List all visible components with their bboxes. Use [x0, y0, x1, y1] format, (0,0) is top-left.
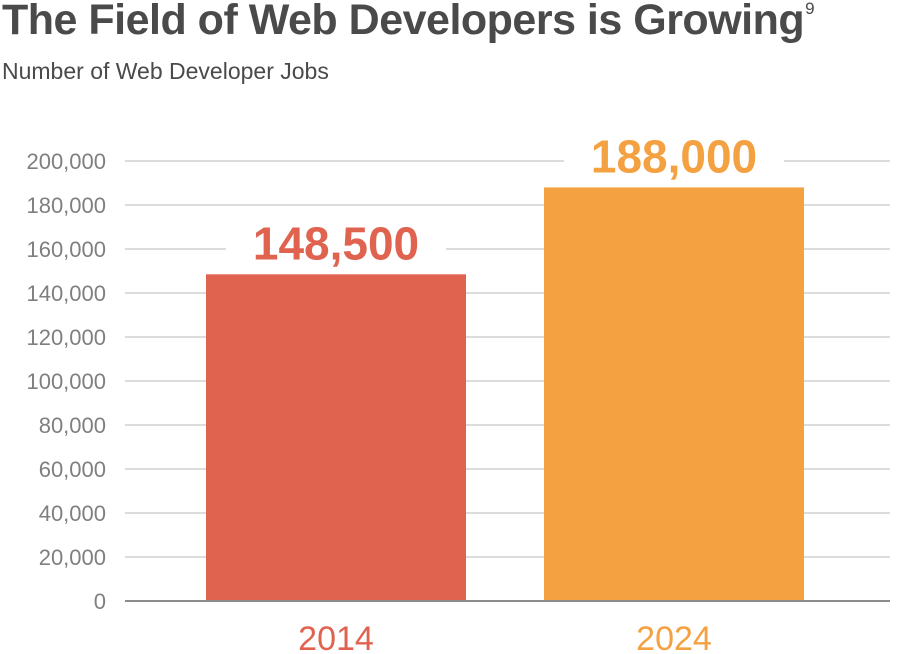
y-tick-label: 140,000: [26, 281, 106, 306]
bar-2024: [544, 187, 804, 601]
x-axis-categories: 2014 2024: [298, 620, 712, 654]
data-label-backdrop: [564, 121, 784, 180]
y-tick-label: 200,000: [26, 149, 106, 174]
x-category-2014: 2014: [298, 620, 374, 654]
y-axis-ticks: 0 20,000 40,000 60,000 80,000 100,000 120,000 1…: [26, 149, 106, 614]
chart-title-text: The Field of Web Developers is Growing: [2, 0, 805, 44]
data-label-2024: 188,000: [591, 130, 757, 182]
y-tick-label: 160,000: [26, 237, 106, 262]
y-tick-label: 120,000: [26, 325, 106, 350]
data-label-2014: 148,500: [253, 217, 419, 269]
chart-title: The Field of Web Developers is Growing9: [2, 0, 815, 45]
y-tick-label: 20,000: [39, 545, 106, 570]
y-tick-label: 0: [94, 589, 106, 614]
chart-subtitle: Number of Web Developer Jobs: [2, 58, 329, 84]
y-tick-label: 40,000: [39, 501, 106, 526]
y-tick-label: 80,000: [39, 413, 106, 438]
y-tick-label: 180,000: [26, 193, 106, 218]
data-label-backdrop: [226, 208, 446, 267]
bars: [206, 187, 804, 601]
x-category-2024: 2024: [636, 620, 712, 654]
title-footnote: 9: [805, 0, 815, 18]
y-tick-label: 60,000: [39, 457, 106, 482]
y-tick-label: 100,000: [26, 369, 106, 394]
data-labels: 148,500 188,000: [226, 121, 784, 269]
bar-2014: [206, 274, 466, 601]
